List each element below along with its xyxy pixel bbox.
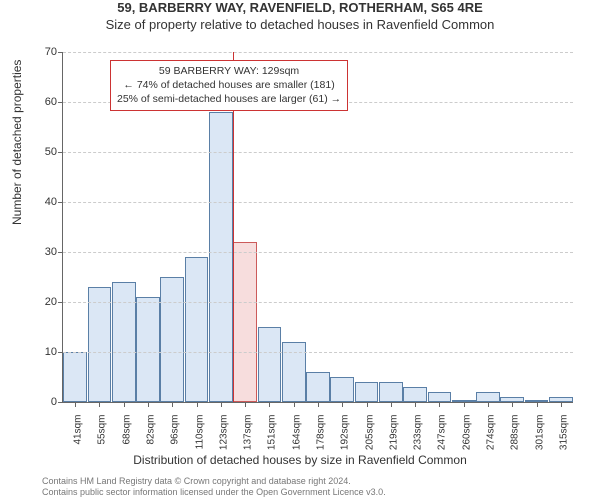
gridline [63, 352, 573, 353]
ytick-label: 40 [27, 196, 57, 208]
histogram-bar [330, 377, 354, 402]
ytick-label: 0 [27, 396, 57, 408]
gridline [63, 152, 573, 153]
histogram-bar [428, 392, 452, 402]
footer-line2: Contains public sector information licen… [42, 487, 386, 498]
xtick-mark [99, 402, 100, 407]
xtick-mark [221, 402, 222, 407]
xtick-mark [197, 402, 198, 407]
gridline [63, 202, 573, 203]
histogram-bar [476, 392, 500, 402]
xtick-label: 110sqm [194, 415, 205, 450]
ytick-mark [58, 402, 63, 403]
xtick-label: 315sqm [558, 415, 569, 451]
xtick-mark [488, 402, 489, 407]
ytick-label: 50 [27, 146, 57, 158]
ytick-label: 60 [27, 96, 57, 108]
xtick-label: 151sqm [267, 415, 278, 451]
xtick-label: 164sqm [291, 415, 302, 451]
xtick-mark [512, 402, 513, 407]
histogram-bar [209, 112, 233, 402]
ytick-label: 30 [27, 246, 57, 258]
ytick-mark [58, 52, 63, 53]
xtick-label: 96sqm [170, 415, 181, 445]
xtick-label: 274sqm [486, 415, 497, 451]
histogram-bar [112, 282, 136, 402]
plot-area: 01020304050607041sqm55sqm68sqm82sqm96sqm… [62, 52, 572, 402]
xtick-mark [124, 402, 125, 407]
y-axis-label: Number of detached properties [10, 60, 24, 225]
histogram-bar [379, 382, 403, 402]
xtick-mark [342, 402, 343, 407]
xtick-label: 178sqm [316, 415, 327, 451]
footer: Contains HM Land Registry data © Crown c… [42, 476, 386, 499]
xtick-label: 123sqm [218, 415, 229, 451]
histogram-bar [355, 382, 379, 402]
xtick-mark [245, 402, 246, 407]
histogram-bar [258, 327, 282, 402]
ytick-label: 70 [27, 46, 57, 58]
xtick-mark [318, 402, 319, 407]
annotation-box: 59 BARBERRY WAY: 129sqm ← 74% of detache… [110, 60, 348, 111]
xtick-label: 260sqm [461, 415, 472, 451]
xtick-label: 233sqm [413, 415, 424, 451]
ytick-mark [58, 152, 63, 153]
gridline [63, 252, 573, 253]
xtick-label: 41sqm [73, 415, 84, 445]
ytick-label: 20 [27, 296, 57, 308]
xtick-label: 82sqm [146, 415, 157, 445]
histogram-bar [403, 387, 427, 402]
xtick-mark [561, 402, 562, 407]
ytick-mark [58, 352, 63, 353]
ytick-label: 10 [27, 346, 57, 358]
xtick-label: 68sqm [121, 415, 132, 445]
x-axis-label: Distribution of detached houses by size … [0, 453, 600, 467]
ytick-mark [58, 102, 63, 103]
xtick-label: 247sqm [437, 415, 448, 451]
xtick-label: 137sqm [243, 415, 254, 451]
histogram-bar [136, 297, 160, 402]
annotation-line3: 25% of semi-detached houses are larger (… [117, 92, 341, 106]
chart-container: 59, BARBERRY WAY, RAVENFIELD, ROTHERHAM,… [0, 0, 600, 500]
xtick-mark [75, 402, 76, 407]
xtick-label: 55sqm [97, 415, 108, 445]
xtick-label: 219sqm [388, 415, 399, 451]
footer-line1: Contains HM Land Registry data © Crown c… [42, 476, 386, 487]
xtick-mark [269, 402, 270, 407]
xtick-mark [391, 402, 392, 407]
annotation-line1: 59 BARBERRY WAY: 129sqm [117, 64, 341, 78]
xtick-mark [148, 402, 149, 407]
histogram-bar [185, 257, 209, 402]
histogram-bar [306, 372, 330, 402]
xtick-mark [172, 402, 173, 407]
ytick-mark [58, 252, 63, 253]
annotation-line2: ← 74% of detached houses are smaller (18… [117, 78, 341, 92]
histogram-bar [160, 277, 184, 402]
histogram-bar [63, 352, 87, 402]
gridline [63, 302, 573, 303]
xtick-label: 205sqm [364, 415, 375, 451]
chart-subtitle: Size of property relative to detached ho… [0, 17, 600, 32]
xtick-label: 192sqm [340, 415, 351, 451]
histogram-bar [233, 242, 257, 402]
histogram-bar [88, 287, 112, 402]
xtick-mark [464, 402, 465, 407]
histogram-bar [282, 342, 306, 402]
chart-title: 59, BARBERRY WAY, RAVENFIELD, ROTHERHAM,… [0, 0, 600, 15]
ytick-mark [58, 302, 63, 303]
xtick-mark [294, 402, 295, 407]
ytick-mark [58, 202, 63, 203]
gridline [63, 52, 573, 53]
xtick-mark [415, 402, 416, 407]
xtick-mark [367, 402, 368, 407]
xtick-label: 301sqm [534, 415, 545, 451]
xtick-label: 288sqm [510, 415, 521, 451]
xtick-mark [537, 402, 538, 407]
xtick-mark [439, 402, 440, 407]
